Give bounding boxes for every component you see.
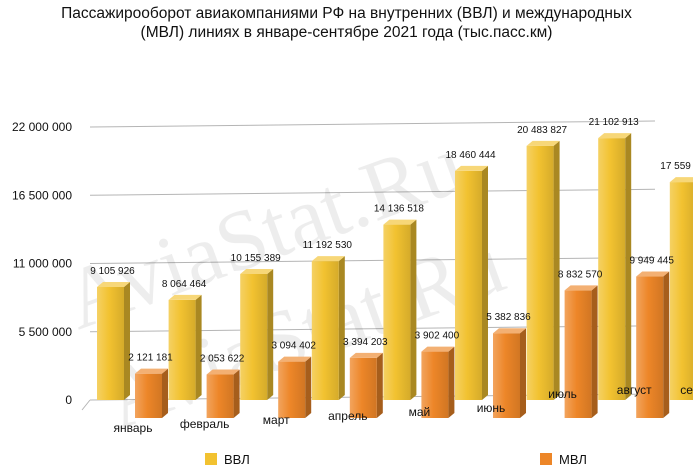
bar-ввл	[383, 219, 417, 400]
bar-мвл	[278, 356, 312, 418]
category-label: июнь	[477, 401, 506, 415]
data-label-мвл: 3 902 400	[415, 331, 460, 342]
bar-ввл	[240, 268, 274, 400]
data-label-мвл: 5 382 836	[486, 312, 531, 323]
gridline-3	[89, 188, 656, 196]
y-tick-label: 5 500 000	[19, 325, 73, 339]
gridline-2	[89, 257, 656, 264]
y-tick-label: 0	[65, 393, 72, 407]
data-label-ввл: 10 155 389	[231, 253, 281, 264]
category-label: август	[617, 383, 652, 397]
floor-edge	[81, 399, 91, 411]
data-label-ввл: 14 136 518	[374, 204, 424, 215]
data-label-мвл: 8 832 570	[558, 269, 603, 280]
data-label-ввл: 17 559 925	[660, 161, 693, 172]
category-label: апрель	[328, 409, 367, 423]
data-label-мвл: 2 053 622	[200, 354, 245, 365]
bar-ввл	[168, 294, 202, 400]
bar-ввл	[455, 165, 488, 400]
data-label-ввл: 21 102 913	[589, 117, 639, 128]
data-label-ввл: 11 192 530	[303, 240, 353, 251]
data-label-ввл: 8 064 464	[162, 279, 207, 290]
data-label-мвл: 9 949 445	[629, 256, 674, 267]
category-label: январь	[114, 421, 153, 435]
legend-swatch-мвл	[540, 453, 552, 465]
bar-мвл	[421, 346, 455, 418]
bar-ввл	[598, 133, 632, 401]
chart-title-line-1: Пассажирооборот авиакомпаниями РФ на вну…	[61, 5, 632, 22]
bar-ввл	[311, 256, 345, 400]
data-label-мвл: 3 394 203	[343, 337, 388, 348]
category-label: июль	[548, 387, 577, 401]
category-label: февраль	[180, 417, 230, 431]
bar-ввл	[669, 177, 693, 400]
gridline-4	[89, 120, 656, 128]
y-tick-label: 11 000 000	[13, 257, 72, 271]
bar-мвл	[636, 271, 670, 418]
bar-мвл	[135, 368, 168, 418]
chart-title-line-2: (МВЛ) линиях в январе-сентябре 2021 года…	[140, 24, 553, 41]
category-label: март	[263, 413, 290, 427]
category-label: май	[409, 405, 431, 419]
y-tick-label: 16 500 000	[12, 188, 72, 202]
bar-мвл	[349, 352, 383, 418]
bar-мвл	[564, 285, 598, 418]
legend-label: МВЛ	[559, 452, 587, 467]
category-label: сентябрь	[680, 383, 693, 397]
legend-swatch-ввл	[205, 453, 217, 465]
data-label-ввл: 9 105 926	[90, 266, 135, 277]
bar-ввл	[97, 282, 130, 400]
legend-label: ВВЛ	[224, 452, 250, 467]
data-label-мвл: 3 094 402	[271, 341, 316, 352]
y-tick-label: 22 000 000	[12, 120, 72, 134]
data-label-ввл: 18 460 444	[445, 150, 495, 161]
data-label-ввл: 20 483 827	[517, 125, 567, 136]
bar-мвл	[206, 369, 240, 418]
data-label-мвл: 2 121 181	[128, 353, 173, 364]
bar-ввл	[526, 140, 560, 400]
bar-мвл	[493, 328, 526, 418]
